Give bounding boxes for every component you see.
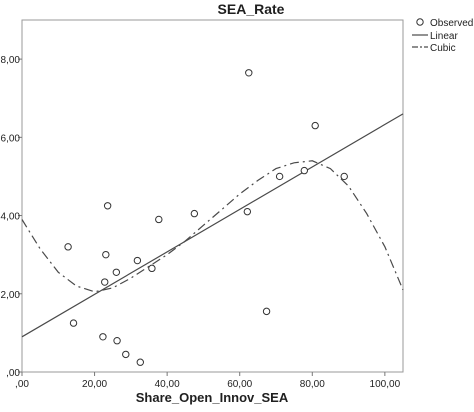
observed-point	[102, 250, 110, 259]
linear-fit-line	[21, 113, 404, 338]
y-tick-label: 4,00	[1, 212, 21, 223]
observed-point	[103, 202, 112, 210]
x-tick-label: 80,00	[300, 379, 325, 390]
observed-point	[101, 278, 109, 286]
x-axis-ticks: ,00 20,00 40,00 60,00 80,00 100,00	[15, 372, 401, 390]
observed-point	[275, 172, 284, 181]
observed-point	[136, 358, 144, 366]
observed-point	[190, 209, 199, 218]
observed-point	[262, 307, 271, 316]
y-tick-label: ,00	[6, 368, 20, 379]
legend-cubic-label: Cubic	[430, 43, 456, 54]
x-tick-label: 100,00	[370, 379, 401, 390]
observed-point	[340, 172, 348, 181]
observed-point	[243, 207, 252, 216]
observed-point	[311, 121, 319, 130]
y-tick-label: 8,00	[1, 55, 21, 66]
x-axis-label: Share_Open_Innov_SEA	[136, 390, 289, 405]
observed-point	[148, 264, 156, 273]
x-tick-label: ,00	[15, 379, 29, 390]
x-tick-label: 20,00	[82, 379, 107, 390]
y-axis-ticks: ,00 2,00 4,00 6,00 8,00	[1, 55, 22, 379]
plot-marks	[21, 69, 404, 366]
observed-point	[133, 256, 142, 265]
plot-area	[21, 19, 404, 373]
chart-title: SEA_Rate	[218, 1, 285, 17]
observed-point	[112, 268, 121, 276]
y-tick-label: 6,00	[1, 133, 21, 144]
cubic-fit-line	[21, 160, 404, 293]
observed-point	[64, 243, 72, 251]
observed-point	[245, 69, 253, 77]
observed-point	[69, 319, 78, 327]
observed-point	[155, 215, 163, 224]
x-tick-label: 40,00	[155, 379, 180, 390]
y-tick-label: 2,00	[1, 290, 21, 301]
observed-point	[99, 333, 107, 341]
legend-linear-label: Linear	[430, 31, 458, 42]
x-tick-label: 60,00	[227, 379, 252, 390]
observed-point	[122, 350, 130, 359]
observed-point	[113, 337, 121, 345]
observed-point	[300, 166, 309, 175]
legend-observed-marker	[416, 18, 424, 26]
legend-observed-label: Observed	[430, 18, 473, 29]
